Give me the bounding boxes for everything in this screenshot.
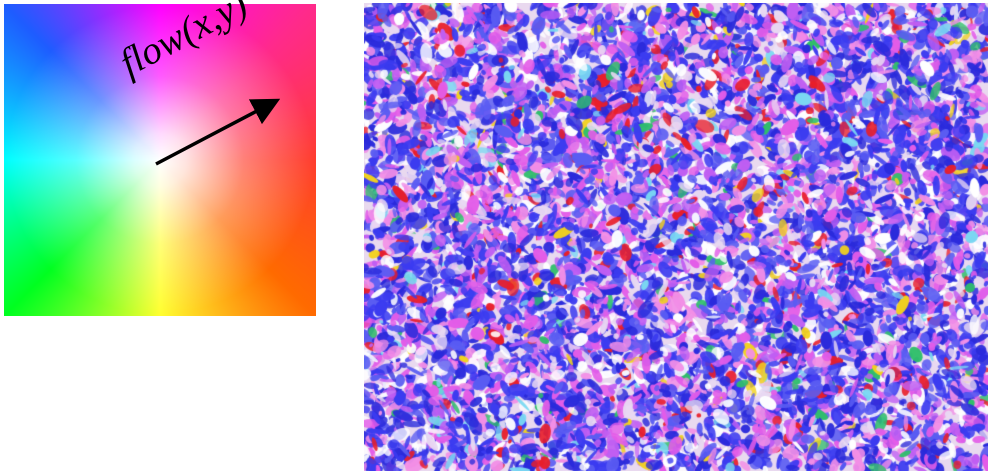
optical-flow-visualization — [364, 3, 988, 471]
